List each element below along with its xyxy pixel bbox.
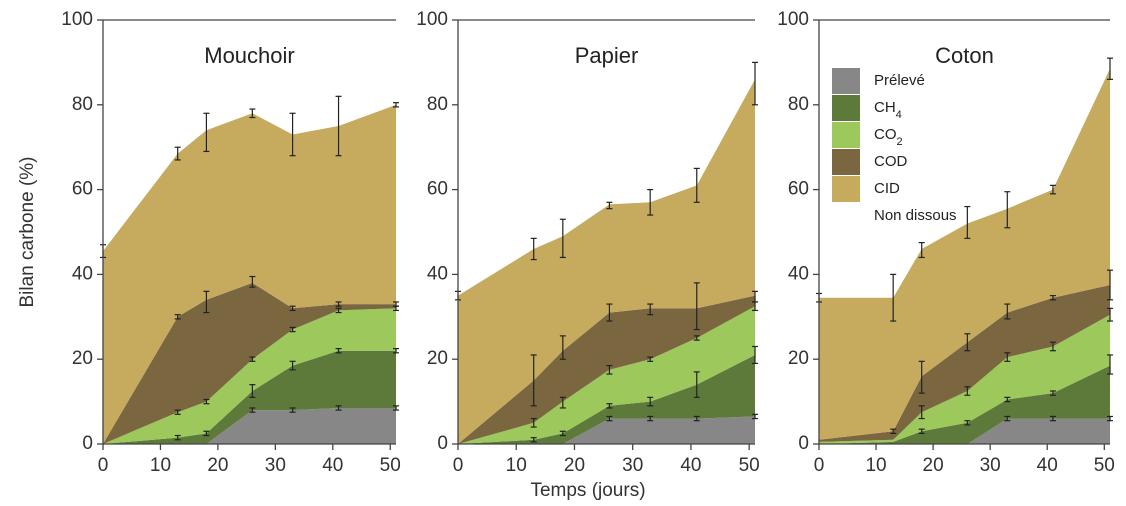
y-tick-label: 80 (788, 94, 809, 115)
y-tick-label: 20 (72, 348, 93, 369)
area-cod (819, 285, 1110, 442)
x-tick-label: 30 (265, 455, 286, 476)
legend: Prélevé CH4 CO2 COD CID Non dissous (832, 68, 957, 229)
area-ch4 (458, 355, 755, 444)
y-tick-label: 0 (82, 433, 93, 454)
y-tick-label: 100 (777, 9, 809, 30)
x-tick-label: 10 (150, 455, 171, 476)
legend-swatch-cid (832, 176, 860, 202)
x-tick-label: 50 (380, 455, 401, 476)
x-tick-label: 40 (1037, 455, 1058, 476)
y-tick-label: 20 (788, 348, 809, 369)
legend-label-ch4: CH4 (874, 99, 902, 121)
x-tick-label: 30 (980, 455, 1001, 476)
area-cod (458, 295, 755, 444)
area-co2 (819, 314, 1110, 444)
panel-1: 0 20 40 60 80 100 0 10 20 30 40 50 Papier (416, 9, 759, 476)
y-tick-label: 40 (427, 263, 448, 284)
legend-subscript: 2 (897, 136, 903, 148)
panel-title: Coton (935, 43, 994, 68)
legend-subscript: 4 (896, 109, 902, 121)
x-tick-label: 40 (680, 455, 701, 476)
legend-swatch-preleve (832, 68, 860, 94)
x-tick-label: 40 (322, 455, 343, 476)
y-axis-title: Bilan carbone (%) (17, 156, 38, 307)
x-tick-label: 30 (622, 455, 643, 476)
y-tick-label: 60 (427, 179, 448, 200)
x-tick-label: 50 (1094, 455, 1115, 476)
y-tick-label: 80 (72, 94, 93, 115)
area-preleve (458, 416, 755, 444)
area-co2 (103, 308, 396, 444)
area-preleve (103, 408, 396, 444)
y-tick-label: 20 (427, 348, 448, 369)
legend-label-co2: CO2 (874, 126, 903, 148)
area-cod (103, 282, 396, 444)
legend-label-cid: CID (874, 180, 900, 197)
x-tick-label: 20 (923, 455, 944, 476)
legend-label-non_dissous: Non dissous (874, 207, 957, 224)
legend-swatch-cod (832, 149, 860, 175)
legend-label-preleve: Prélevé (874, 72, 925, 89)
y-tick-label: 60 (72, 179, 93, 200)
y-tick-label: 40 (788, 263, 809, 284)
y-tick-label: 100 (416, 9, 448, 30)
area-co2 (458, 306, 755, 444)
x-tick-label: 10 (865, 455, 886, 476)
x-tick-label: 20 (564, 455, 585, 476)
y-tick-label: 0 (437, 433, 448, 454)
x-tick-label: 0 (814, 455, 825, 476)
y-tick-label: 100 (61, 9, 93, 30)
x-tick-label: 0 (98, 455, 109, 476)
x-tick-label: 20 (207, 455, 228, 476)
area-cid (458, 79, 755, 445)
x-tick-label: 0 (453, 455, 464, 476)
legend-swatch-co2 (832, 122, 860, 148)
y-tick-label: 60 (788, 179, 809, 200)
area-ch4 (819, 365, 1110, 444)
y-tick-label: 0 (798, 433, 809, 454)
legend-swatch-non_dissous (832, 203, 860, 229)
area-cid (819, 68, 1110, 440)
panel-2: 0 20 40 60 80 100 0 10 20 30 40 50 Coton (777, 9, 1115, 476)
y-tick-label: 40 (72, 263, 93, 284)
panel-title: Papier (575, 43, 639, 68)
area-preleve (819, 418, 1110, 444)
legend-swatch-ch4 (832, 95, 860, 121)
x-axis-title: Temps (jours) (530, 480, 645, 501)
area-cid (103, 104, 396, 445)
x-tick-label: 50 (739, 455, 760, 476)
panel-title: Mouchoir (204, 43, 294, 68)
panel-0: 0 20 40 60 80 100 0 10 20 30 40 50 Mouchoir (61, 9, 401, 476)
x-tick-label: 10 (506, 455, 527, 476)
legend-label-cod: COD (874, 153, 908, 170)
y-tick-label: 80 (427, 94, 448, 115)
